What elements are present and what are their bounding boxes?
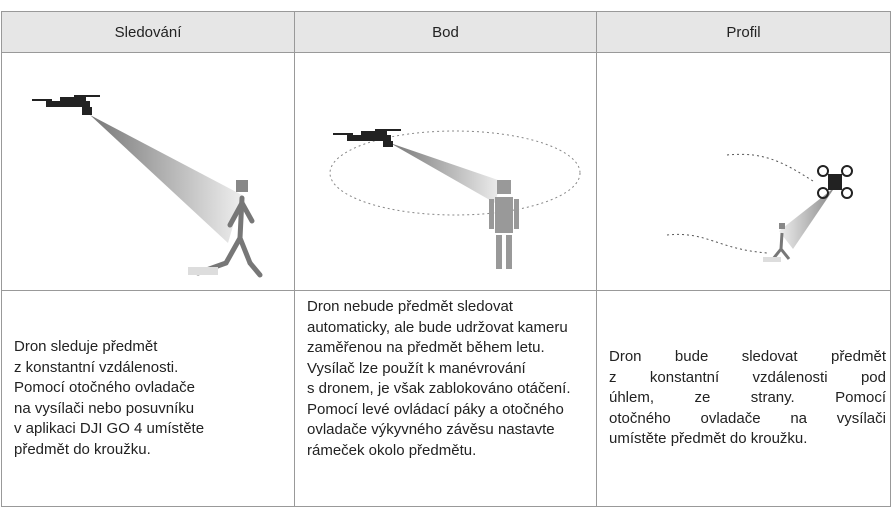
illustration-row [1, 52, 891, 291]
drone [817, 165, 853, 199]
description-line: předmět do kroužku. [14, 440, 151, 458]
description-line: z konstantní vzdálenosti. [14, 358, 179, 376]
modes-table: Sledování Bod Profil [1, 11, 891, 507]
description-line: Dron bude sledovat předmět [609, 348, 886, 366]
description-line: zaměřenou na předmět během letu. [307, 339, 545, 356]
person [489, 180, 519, 269]
camera-beam [90, 115, 242, 243]
description-line: Dron sleduje předmět [14, 338, 158, 355]
description-cell: Dron nebude předmět sledovat automaticky,… [294, 290, 597, 507]
illustration-point [329, 129, 581, 269]
header-cell: Profil [596, 11, 891, 53]
description-line: Dron nebude předmět sledovat [307, 298, 513, 315]
description-line: rámeček okolo předmětu. [307, 441, 477, 459]
page: Sledování Bod Profil [0, 11, 891, 514]
illustration-cell [596, 52, 891, 291]
description-line: s dronem, je však zablokováno otáčení. [307, 380, 571, 397]
camera-beam [779, 187, 835, 249]
description-line: z konstantní vzdálenosti pod [609, 368, 886, 386]
drone [32, 95, 100, 115]
header-cell: Sledování [1, 11, 295, 53]
description-line: Pomocí levé ovládací páky a otočného [307, 400, 564, 418]
description-line: Vysílač lze použít k manévrování [307, 359, 526, 377]
description-line: na vysílači nebo posuvníku [14, 399, 195, 417]
drone-path [726, 153, 814, 182]
shadow [188, 267, 218, 275]
person-path [666, 233, 768, 254]
description-line: v aplikaci DJI GO 4 umístěte [14, 420, 205, 437]
illustration-profile [666, 153, 853, 262]
description-line: umístěte předmět do kroužku. [609, 430, 808, 448]
description-row: Dron sleduje předmět z konstantní vzdálen… [1, 290, 891, 507]
header-cell: Bod [294, 11, 597, 53]
description-line: Pomocí otočného ovladače [14, 379, 195, 396]
camera-beam [390, 143, 501, 203]
drone [333, 129, 401, 147]
description-line: automaticky, ale bude udržovat kameru [307, 318, 568, 336]
shadow [763, 257, 781, 262]
orbit [329, 130, 581, 216]
header-row: Sledování Bod Profil [1, 11, 891, 53]
illustration-cell [1, 52, 295, 291]
description-cell: Dron bude sledovat předmět z konstantní v… [596, 290, 891, 507]
description-line: úhlem, ze strany. Pomocí [609, 389, 886, 407]
description-line: otočného ovladače na vysílači [609, 409, 886, 427]
description-line: ovladače výkyvného závěsu nastavte [307, 421, 555, 438]
illustration-follow [32, 95, 263, 278]
description-cell: Dron sleduje předmět z konstantní vzdálen… [1, 290, 295, 507]
illustration-cell [294, 52, 597, 291]
